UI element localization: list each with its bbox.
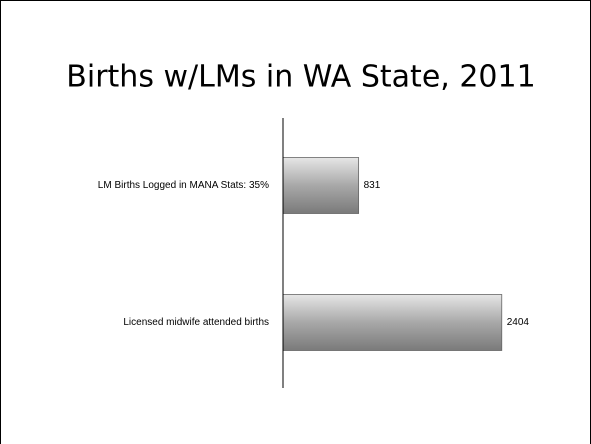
chart-title: Births w/LMs in WA State, 2011 [66,60,535,95]
data-label: 831 [364,180,381,191]
bar [282,294,503,351]
bar [282,157,360,214]
y-tick-label: LM Births Logged in MANA Stats: 35% [98,180,269,191]
y-tick-label: Licensed midwife attended births [123,317,269,328]
data-label: 2404 [507,317,530,328]
